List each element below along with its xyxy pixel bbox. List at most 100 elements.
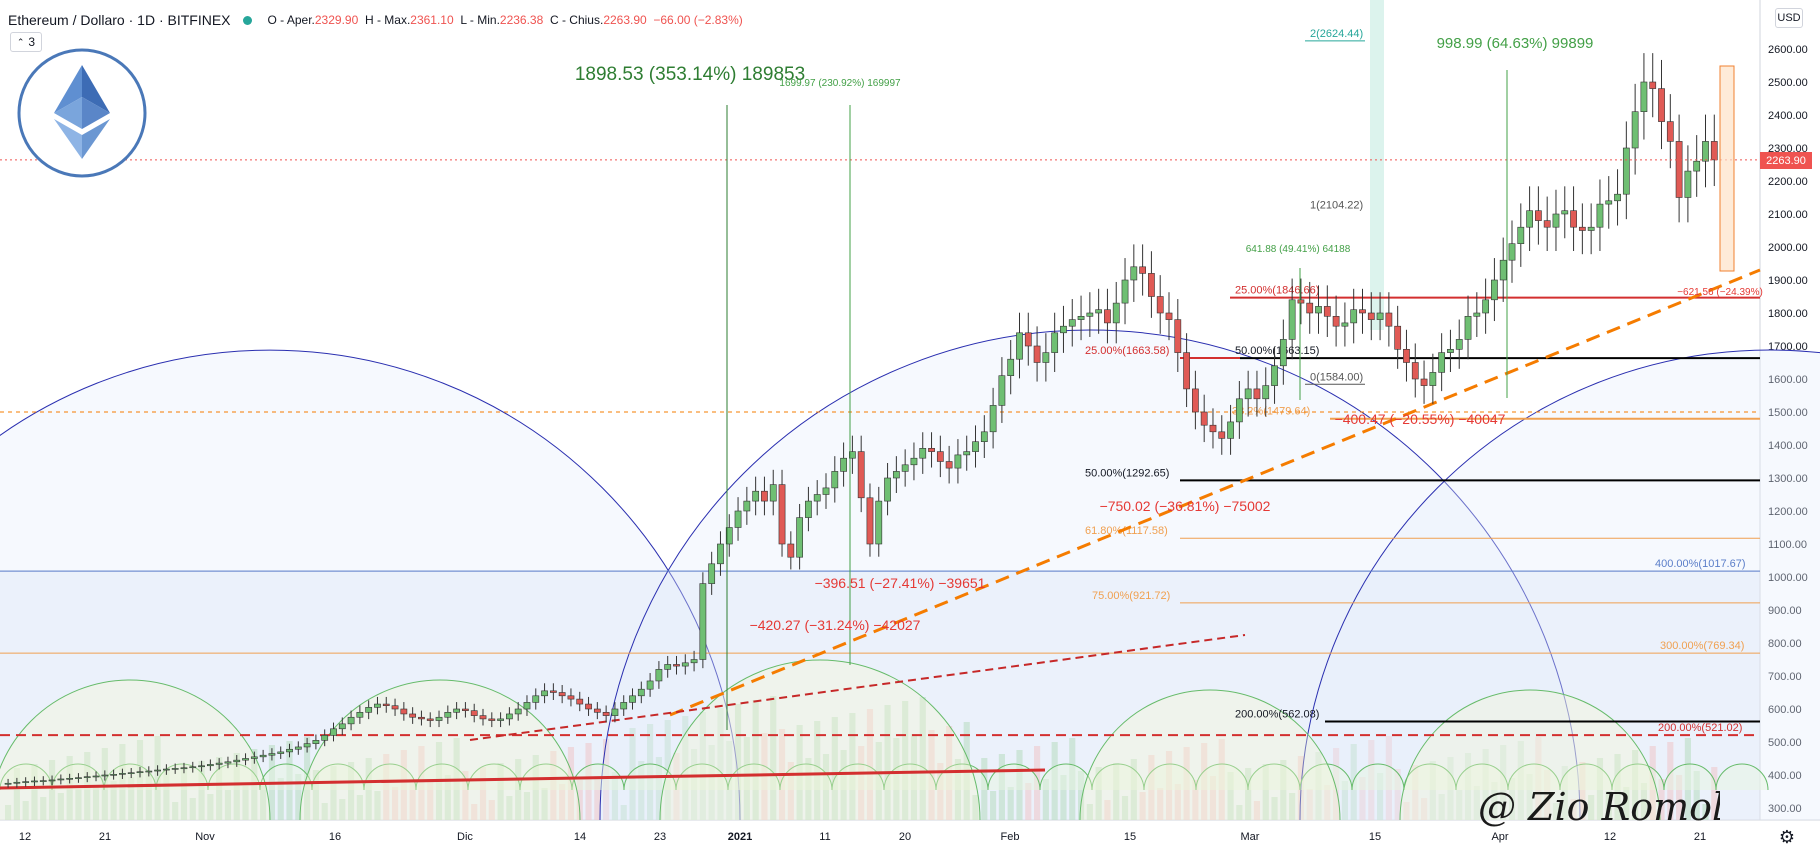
candle-body <box>1060 325 1067 334</box>
secondary-trendline <box>469 634 1246 741</box>
volume-bar <box>1491 782 1498 820</box>
high-label: H - Max. <box>364 13 411 27</box>
volume-bar <box>1579 762 1586 820</box>
candle-body <box>1447 348 1454 353</box>
x-tick-label: 15 <box>1124 831 1136 843</box>
candle-body <box>805 500 812 518</box>
volume-bar <box>163 769 170 820</box>
fib-arc-large <box>0 349 741 821</box>
fib-level-label: 200.00%(562.08) <box>1235 709 1319 721</box>
candle-body <box>611 708 619 716</box>
candle-body <box>1526 210 1533 228</box>
candle-body <box>664 664 672 670</box>
volume-bar <box>427 779 434 820</box>
candle-body <box>1622 147 1630 195</box>
candle-body <box>1614 193 1621 202</box>
candle-body <box>717 543 724 565</box>
volume-bar <box>611 772 619 820</box>
volume-bar <box>559 784 566 820</box>
symbol-header: Ethereum / Dollaro · 1D · BITFINEX O - A… <box>8 9 743 31</box>
volume-bar <box>1711 767 1718 820</box>
candle-body <box>1007 358 1015 377</box>
fib-arc-medium <box>659 659 981 821</box>
candle-body <box>1464 315 1472 340</box>
symbol-title[interactable]: Ethereum / Dollaro · 1D · BITFINEX <box>8 12 231 28</box>
volume-bar <box>330 766 337 820</box>
candle-body <box>1332 315 1340 327</box>
fib-level-label: 38.2%(1479.64) <box>1232 406 1310 418</box>
candle-body <box>206 764 214 767</box>
candle-body <box>954 454 962 469</box>
volume-bar <box>1526 774 1533 820</box>
candle-body <box>725 527 733 545</box>
fib-arc-medium <box>1399 689 1661 821</box>
candle-body <box>901 464 909 472</box>
volume-bar <box>682 716 689 820</box>
volume-bar <box>1658 779 1665 820</box>
fib-arc-small <box>831 763 885 791</box>
candle-body <box>655 669 663 682</box>
candle-body <box>1024 332 1032 347</box>
candle-body <box>22 781 30 783</box>
candle-body <box>1482 299 1489 314</box>
candle-body <box>1148 273 1155 297</box>
candle-body <box>831 471 839 489</box>
candle-body <box>1666 121 1674 142</box>
candle-body <box>312 740 320 744</box>
measure-label: 1898.53 (353.14%) 189853 <box>575 64 805 85</box>
low-value: 2236.38 <box>499 13 544 27</box>
fib-arc-small <box>0 763 53 791</box>
y-tick-label: 500.00 <box>1768 737 1802 749</box>
volume-bar <box>75 789 82 820</box>
volume-bar <box>145 773 152 820</box>
candle-body <box>514 708 522 715</box>
x-tick-label: 20 <box>899 831 911 843</box>
volume-bar <box>110 781 117 820</box>
volume-bar <box>391 787 399 820</box>
candle-body <box>1051 332 1059 353</box>
measure-label: 1699.97 (230.92%) 169997 <box>779 78 901 89</box>
candle-body <box>1658 88 1665 122</box>
candle-body <box>541 690 548 697</box>
candle-body <box>444 711 452 718</box>
candle-body <box>549 690 557 693</box>
candle-body <box>154 769 161 772</box>
candle-body <box>171 768 179 770</box>
y-tick-label: 600.00 <box>1768 704 1802 716</box>
fib-arc-small <box>1195 763 1249 791</box>
volume-bar <box>1412 765 1419 820</box>
candle-body <box>497 718 504 721</box>
fib-arc-small <box>1299 763 1353 791</box>
candle-body <box>303 743 311 748</box>
candle-body <box>637 688 645 697</box>
candle-body <box>1508 243 1516 261</box>
volume-bar <box>972 795 979 820</box>
candle-body <box>857 451 865 499</box>
candle-body <box>242 758 249 761</box>
candle-body <box>1552 213 1560 228</box>
volume-bar <box>1438 794 1445 820</box>
indicators-toggle-button[interactable]: ⌃ 3 <box>10 32 42 52</box>
x-tick-label: Feb <box>1001 831 1020 843</box>
currency-button[interactable]: USD <box>1775 8 1803 28</box>
candle-body <box>180 767 188 770</box>
market-status-dot <box>242 15 252 25</box>
candle-body <box>1403 348 1410 363</box>
candle-body <box>681 662 689 667</box>
volume-bar <box>787 762 794 820</box>
candle-body <box>769 484 777 502</box>
volume-bar <box>638 761 645 820</box>
candle-body <box>1578 226 1586 231</box>
candle-body <box>66 777 74 780</box>
candle-body <box>1649 81 1657 89</box>
support-trendline <box>0 768 1046 790</box>
volume-bar <box>374 791 381 820</box>
candle-body <box>620 702 628 710</box>
candle-body <box>1394 325 1402 350</box>
volume-bar <box>277 778 284 820</box>
candle-body <box>1587 226 1595 231</box>
volume-bar <box>1236 805 1243 820</box>
settings-gear-icon[interactable]: ⚙ <box>1778 826 1796 847</box>
candle-body <box>374 703 381 708</box>
